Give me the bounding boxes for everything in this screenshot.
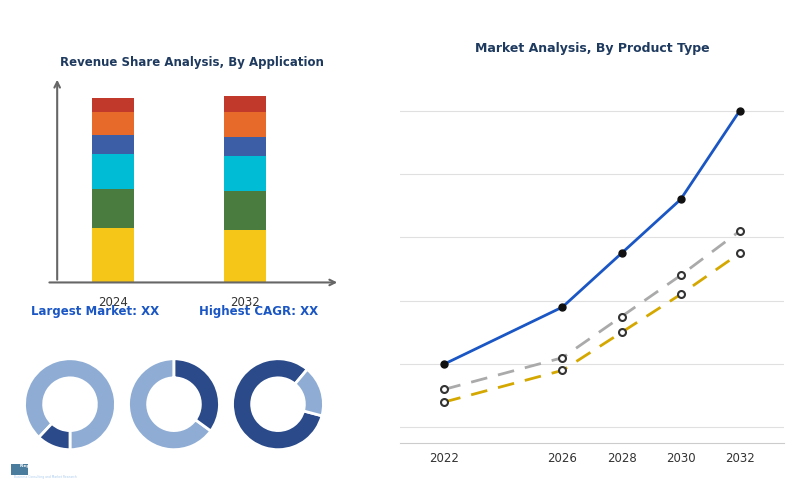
Bar: [91, 228, 134, 282]
Text: Highest CAGR: XX: Highest CAGR: XX: [198, 305, 318, 318]
Bar: [224, 96, 266, 112]
Bar: [91, 154, 134, 189]
Text: Largest Market: XX: Largest Market: XX: [30, 305, 159, 318]
Bar: [224, 156, 266, 191]
Bar: [224, 191, 266, 230]
Title: Market Analysis, By Product Type: Market Analysis, By Product Type: [474, 42, 710, 55]
Bar: [91, 112, 134, 135]
Text: GLOBAL THERMOPLASTIC ROAD REPAIR MATERIALS MARKET SEGMENT ANALYSIS: GLOBAL THERMOPLASTIC ROAD REPAIR MATERIA…: [117, 19, 683, 32]
Bar: [224, 230, 266, 282]
Wedge shape: [25, 359, 115, 450]
Wedge shape: [174, 359, 219, 431]
Title: Revenue Share Analysis, By Application: Revenue Share Analysis, By Application: [60, 56, 324, 69]
Bar: [11, 465, 29, 475]
Bar: [224, 137, 266, 156]
Text: Business Consulting and Market Research: Business Consulting and Market Research: [14, 474, 77, 479]
Bar: [91, 189, 134, 228]
Text: 2024: 2024: [98, 296, 128, 309]
Text: Reports and Insights: Reports and Insights: [20, 464, 71, 468]
Bar: [224, 112, 266, 137]
Bar: [91, 135, 134, 154]
Wedge shape: [39, 423, 70, 450]
Wedge shape: [295, 370, 323, 416]
Bar: [91, 98, 134, 112]
Text: 2032: 2032: [230, 296, 260, 309]
Wedge shape: [129, 359, 210, 450]
Wedge shape: [233, 359, 322, 450]
